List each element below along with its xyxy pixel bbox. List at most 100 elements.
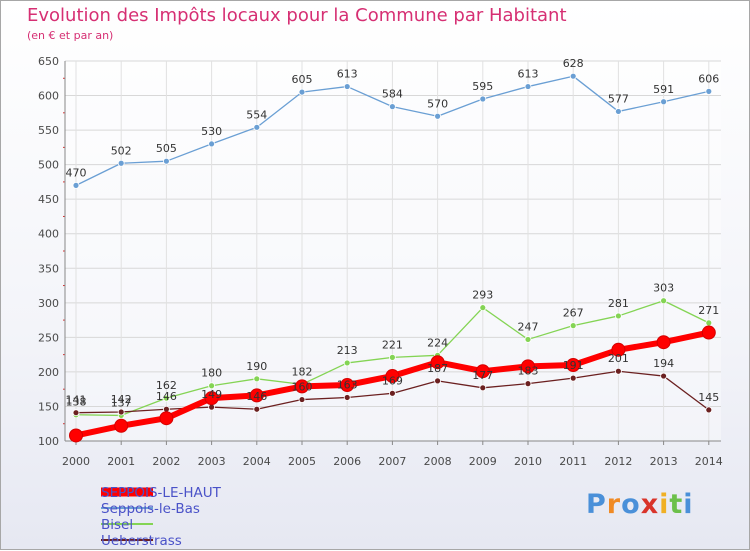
data-point bbox=[479, 384, 487, 392]
data-label: 182 bbox=[292, 365, 313, 378]
data-label: 162 bbox=[156, 379, 177, 392]
data-point bbox=[72, 409, 80, 417]
data-point bbox=[117, 159, 125, 167]
data-point bbox=[479, 304, 487, 312]
data-label: 606 bbox=[698, 72, 719, 85]
logo-letter: i bbox=[683, 489, 694, 520]
y-tick-label: 500 bbox=[38, 159, 59, 172]
data-point bbox=[524, 380, 532, 388]
legend-label-ueberstrass: Ueberstrass bbox=[101, 533, 182, 549]
x-tick-label: 2011 bbox=[559, 455, 587, 468]
data-point bbox=[162, 157, 170, 165]
data-label: 145 bbox=[698, 391, 719, 404]
x-tick-label: 2009 bbox=[469, 455, 497, 468]
data-point bbox=[208, 382, 216, 390]
x-tick-label: 2010 bbox=[514, 455, 542, 468]
data-label: 293 bbox=[472, 289, 493, 302]
data-point bbox=[479, 95, 487, 103]
data-point bbox=[298, 396, 306, 403]
data-point bbox=[705, 319, 713, 327]
data-point bbox=[343, 83, 351, 90]
data-point bbox=[340, 378, 355, 393]
data-label: 213 bbox=[337, 344, 358, 357]
data-point bbox=[611, 342, 626, 357]
data-point bbox=[114, 418, 129, 433]
data-point bbox=[385, 369, 400, 384]
data-point bbox=[343, 394, 351, 401]
data-point bbox=[569, 322, 577, 330]
data-label: 190 bbox=[246, 360, 267, 373]
data-point bbox=[72, 181, 80, 189]
data-label: 271 bbox=[698, 304, 719, 317]
data-point bbox=[162, 394, 170, 402]
data-point bbox=[705, 406, 713, 414]
y-tick-label: 450 bbox=[38, 193, 59, 206]
data-label: 605 bbox=[292, 73, 313, 86]
data-point bbox=[660, 372, 667, 380]
y-tick-label: 350 bbox=[38, 262, 59, 275]
data-label: 595 bbox=[472, 80, 493, 93]
series-seppois-le-haut bbox=[69, 325, 716, 443]
legend-label-bisel: Bisel bbox=[101, 517, 134, 533]
series-seppois-le-bas bbox=[72, 72, 713, 189]
series-bisel bbox=[72, 297, 713, 419]
data-point bbox=[159, 411, 174, 426]
data-label: 191 bbox=[563, 359, 584, 372]
data-label: 584 bbox=[382, 88, 403, 101]
data-label: 142 bbox=[111, 393, 132, 406]
data-label: 613 bbox=[518, 68, 539, 81]
data-label: 502 bbox=[111, 144, 132, 157]
y-tick-label: 250 bbox=[38, 331, 59, 344]
x-tick-label: 2007 bbox=[378, 455, 406, 468]
data-label: 247 bbox=[518, 320, 539, 333]
x-tick-label: 2001 bbox=[107, 455, 135, 468]
logo-letter: x bbox=[640, 489, 660, 520]
x-tick-label: 2003 bbox=[198, 455, 226, 468]
logo-letter: i bbox=[659, 489, 670, 520]
data-point bbox=[388, 353, 396, 361]
data-label: 163 bbox=[337, 378, 358, 391]
data-label: 201 bbox=[608, 352, 629, 365]
y-tick-label: 200 bbox=[38, 366, 59, 379]
data-point bbox=[569, 72, 577, 80]
logo-letter: o bbox=[621, 489, 641, 520]
data-point bbox=[566, 358, 581, 372]
data-label: 149 bbox=[201, 388, 222, 401]
logo-letter: r bbox=[606, 489, 622, 520]
data-point bbox=[569, 374, 577, 382]
data-label: 613 bbox=[337, 68, 358, 81]
data-point bbox=[705, 88, 713, 95]
x-tick-label: 2014 bbox=[695, 455, 723, 468]
data-point bbox=[253, 405, 261, 413]
data-label: 177 bbox=[472, 369, 493, 382]
data-point bbox=[660, 98, 667, 106]
x-tick-label: 2000 bbox=[62, 455, 90, 468]
data-label: 221 bbox=[382, 338, 403, 351]
data-label: 577 bbox=[608, 92, 629, 105]
data-label: 470 bbox=[66, 166, 87, 179]
logo-letter: t bbox=[669, 489, 684, 520]
data-label: 137 bbox=[111, 396, 132, 409]
data-point bbox=[656, 335, 671, 350]
data-label: 530 bbox=[201, 125, 222, 138]
data-point bbox=[253, 123, 261, 131]
data-point bbox=[434, 377, 442, 385]
data-point bbox=[208, 140, 216, 148]
data-label: 141 bbox=[66, 394, 87, 407]
x-tick-label: 2006 bbox=[333, 455, 361, 468]
data-label: 146 bbox=[246, 390, 267, 403]
chart-title: Evolution des Impôts locaux pour la Comm… bbox=[27, 5, 567, 26]
logo-letter: P bbox=[586, 489, 607, 520]
data-label: 224 bbox=[427, 336, 448, 349]
data-point bbox=[343, 359, 351, 367]
y-tick-label: 600 bbox=[38, 90, 59, 103]
data-point bbox=[388, 389, 396, 397]
data-point bbox=[430, 355, 445, 370]
x-tick-label: 2004 bbox=[243, 455, 271, 468]
data-label: 570 bbox=[427, 97, 448, 110]
data-label: 591 bbox=[653, 83, 674, 96]
data-label: 628 bbox=[563, 57, 584, 70]
data-point bbox=[615, 312, 622, 320]
data-label: 183 bbox=[518, 365, 539, 378]
